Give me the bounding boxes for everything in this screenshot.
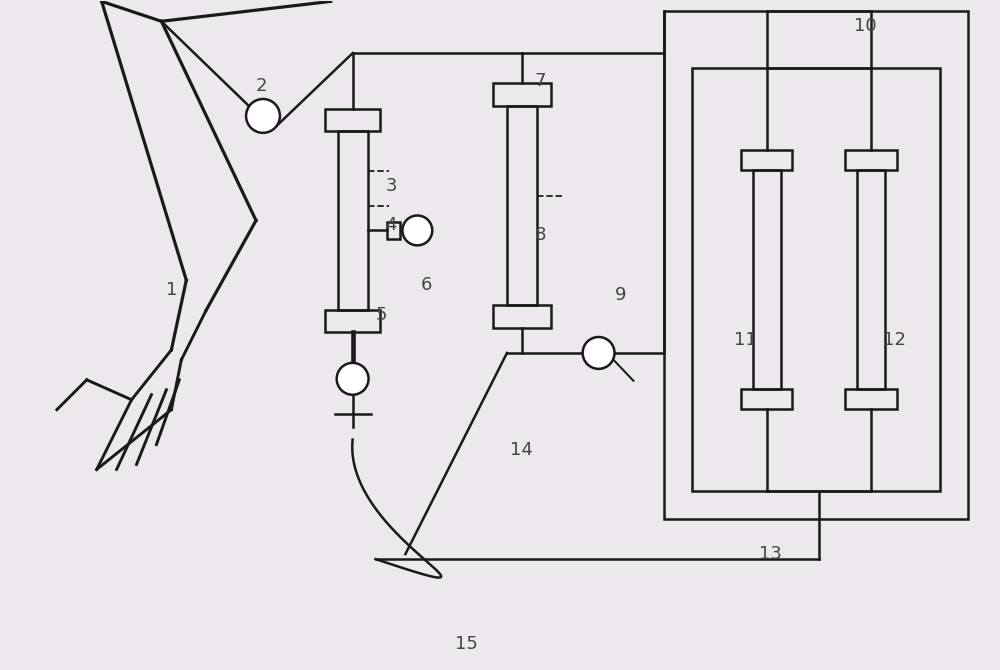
Text: 7: 7 <box>535 72 546 90</box>
Text: 9: 9 <box>615 286 626 304</box>
Circle shape <box>402 216 432 245</box>
Bar <box>338 131 368 310</box>
Bar <box>692 68 940 491</box>
Circle shape <box>246 99 280 133</box>
Bar <box>857 170 885 389</box>
Text: 11: 11 <box>734 331 757 349</box>
Bar <box>387 222 400 239</box>
Text: 15: 15 <box>455 634 478 653</box>
Text: 6: 6 <box>420 276 432 294</box>
Text: 3: 3 <box>385 177 397 194</box>
Bar <box>741 150 792 170</box>
Text: 10: 10 <box>854 17 876 36</box>
Circle shape <box>337 363 369 395</box>
Bar <box>664 11 968 519</box>
Bar <box>753 170 781 389</box>
Bar <box>325 310 380 332</box>
Text: 14: 14 <box>510 440 533 458</box>
Bar <box>741 389 792 409</box>
Bar <box>507 106 537 305</box>
Text: 12: 12 <box>883 331 906 349</box>
Text: 2: 2 <box>256 77 268 95</box>
Text: 8: 8 <box>535 226 546 245</box>
Bar <box>325 109 380 131</box>
Bar <box>845 389 897 409</box>
Text: 5: 5 <box>376 306 387 324</box>
Bar <box>493 305 551 328</box>
Text: 13: 13 <box>759 545 782 563</box>
Text: 4: 4 <box>385 216 397 234</box>
Bar <box>493 83 551 106</box>
Bar <box>845 150 897 170</box>
Text: 1: 1 <box>166 281 178 299</box>
Circle shape <box>583 337 615 369</box>
